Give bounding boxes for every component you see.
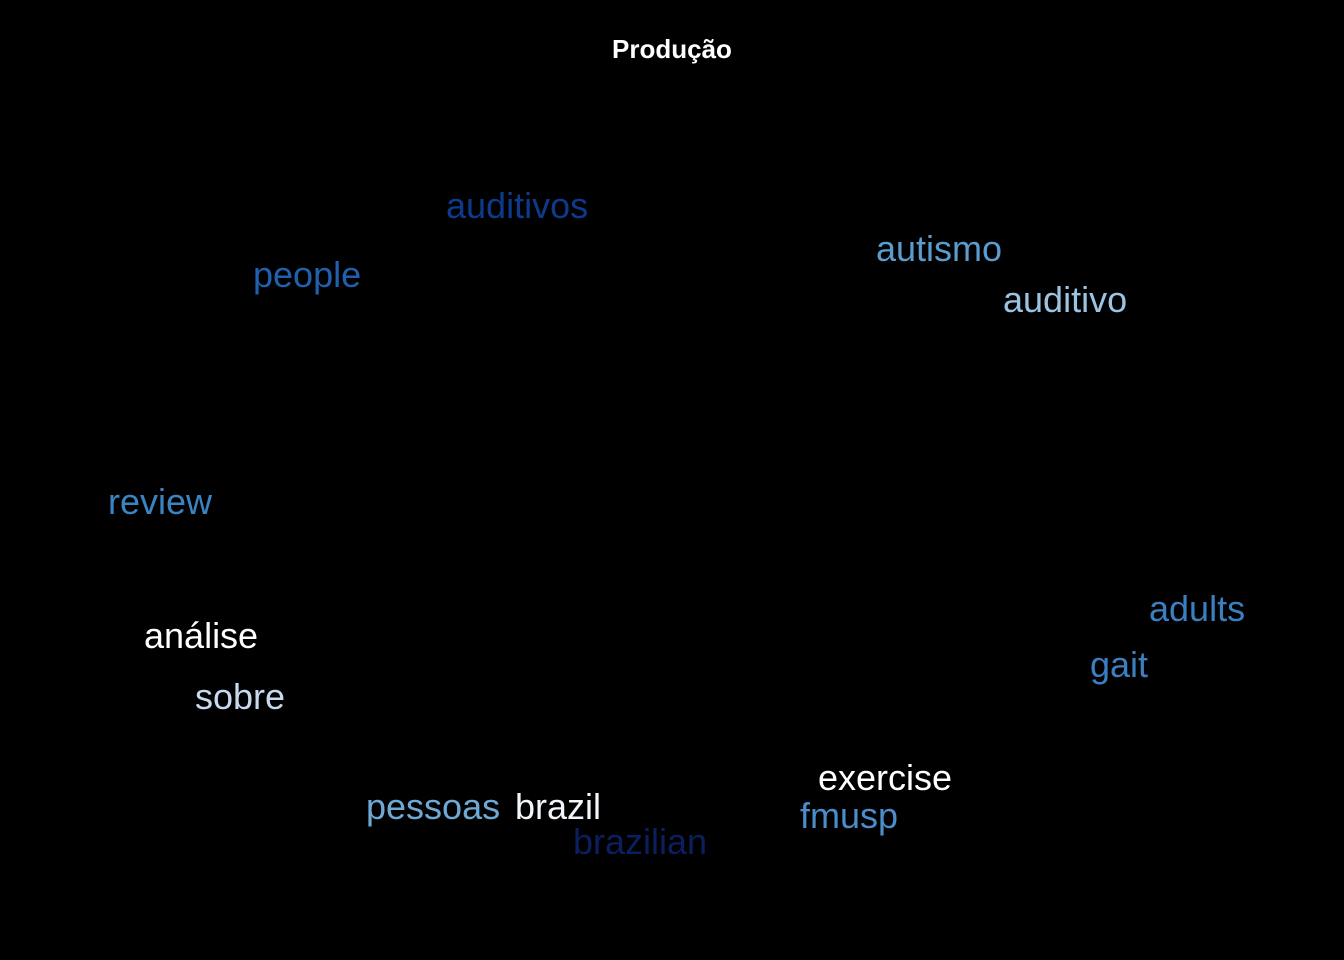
word-brazil: brazil <box>515 786 602 827</box>
word-auditivos: auditivos <box>446 185 589 226</box>
word-autismo: autismo <box>876 228 1003 269</box>
chart-title: Produção <box>612 34 732 64</box>
word-auditivo: auditivo <box>1003 279 1128 320</box>
word-adults: adults <box>1149 588 1246 629</box>
word-fmusp: fmusp <box>800 795 899 836</box>
word-people: people <box>253 254 362 295</box>
word-exercise: exercise <box>818 757 953 798</box>
word-brazilian: brazilian <box>573 821 708 862</box>
word-pessoas: pessoas <box>366 786 501 827</box>
word-review: review <box>108 481 213 522</box>
word-sobre: sobre <box>195 676 286 717</box>
word-análise: análise <box>144 615 259 656</box>
word-gait: gait <box>1090 644 1149 685</box>
